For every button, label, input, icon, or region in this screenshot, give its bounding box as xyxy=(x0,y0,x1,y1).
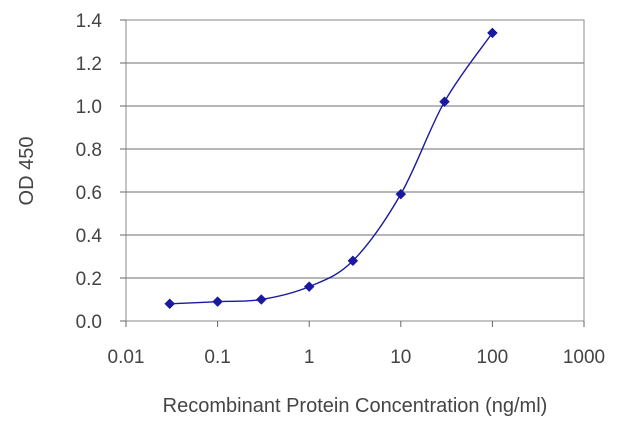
data-point xyxy=(212,296,223,308)
y-tick-label: 0.4 xyxy=(76,226,103,247)
y-tick-label: 0.2 xyxy=(76,269,102,290)
data-point xyxy=(487,27,498,39)
gridlines xyxy=(126,62,584,279)
data-point xyxy=(439,96,450,108)
y-axis-ticks: 0.0 0.2 0.4 0.6 0.8 1.0 1.2 1.4 xyxy=(76,11,126,333)
data-point xyxy=(395,188,407,200)
y-tick-label: 1.4 xyxy=(76,11,103,32)
x-axis-title: Recombinant Protein Concentration (ng/ml… xyxy=(163,395,548,417)
x-tick-label: 1000 xyxy=(563,347,605,368)
x-tick-label: 10 xyxy=(390,347,411,368)
series-group xyxy=(164,27,498,310)
y-tick-label: 0.0 xyxy=(76,312,102,333)
x-tick-label: 0.1 xyxy=(204,347,230,368)
x-tick-label: 1 xyxy=(304,347,315,368)
data-point xyxy=(303,281,315,292)
data-point xyxy=(347,255,359,267)
data-point xyxy=(255,294,267,305)
y-tick-label: 1.2 xyxy=(76,54,102,75)
y-tick-label: 1.0 xyxy=(76,97,102,118)
y-axis-title: OD 450 xyxy=(16,137,38,206)
y-tick-label: 0.8 xyxy=(76,140,102,161)
plot-area xyxy=(125,19,585,322)
y-tick-label: 0.6 xyxy=(76,183,102,204)
data-point xyxy=(164,298,176,310)
x-tick-label: 100 xyxy=(477,347,509,368)
x-tick-label: 0.01 xyxy=(108,347,145,368)
x-axis-ticks: 0.01 0.1 1 10 100 1000 xyxy=(108,321,605,368)
